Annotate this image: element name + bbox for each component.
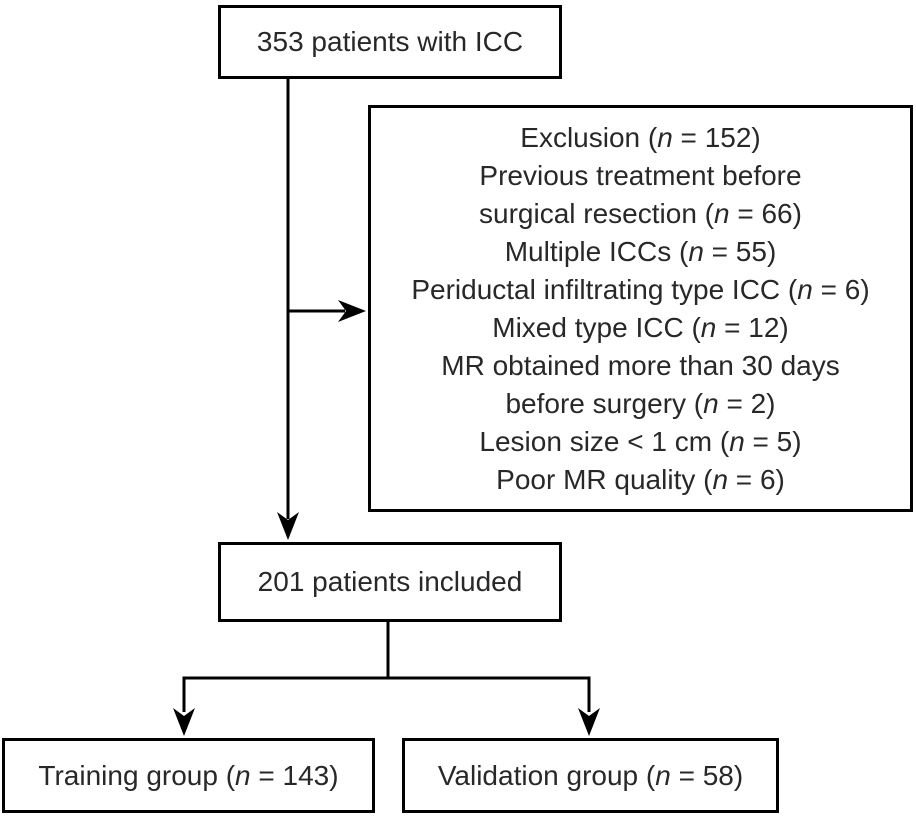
exclusion-line: Lesion size < 1 cm (n = 5)	[479, 425, 802, 457]
arrowhead-right-exclusion-icon	[338, 300, 366, 322]
included-patients-label: 201 patients included	[257, 566, 523, 597]
exclusion-line: Mixed type ICC (n = 12)	[492, 311, 789, 343]
exclusion-line: before surgery (n = 2)	[505, 387, 776, 419]
exclusion-line: Poor MR quality (n = 6)	[496, 463, 785, 495]
connector-split-rail	[182, 676, 591, 712]
exclusion-line: MR obtained more than 30 days	[441, 349, 840, 381]
arrowhead-down-included-icon	[277, 512, 299, 540]
exclusion-line: Periductal infiltrating type ICC (n = 6)	[411, 273, 870, 305]
training-group-label: Training group (n = 143)	[38, 759, 339, 791]
exclusion-line: Exclusion (n = 152)	[520, 121, 761, 153]
node-validation-group: Validation group (n = 58)	[402, 738, 779, 813]
initial-patients-label: 353 patients with ICC	[256, 26, 524, 57]
node-training-group: Training group (n = 143)	[2, 738, 375, 813]
node-exclusion: Exclusion (n = 152) Previous treatment b…	[368, 105, 913, 512]
node-initial-patients: 353 patients with ICC	[218, 5, 562, 79]
arrowhead-down-validation-icon	[578, 708, 600, 736]
arrowhead-down-training-icon	[173, 708, 195, 736]
validation-group-label: Validation group (n = 58)	[437, 759, 744, 791]
exclusion-line: Previous treatment before	[479, 159, 802, 191]
exclusion-line: surgical resection (n = 66)	[479, 197, 802, 229]
node-included-patients: 201 patients included	[218, 542, 562, 622]
exclusion-line: Multiple ICCs (n = 55)	[504, 235, 777, 267]
